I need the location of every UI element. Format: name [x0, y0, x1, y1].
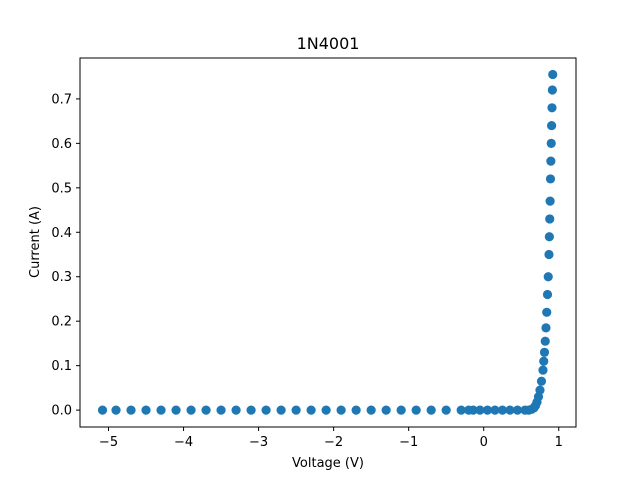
- data-point: [545, 196, 555, 206]
- data-point: [545, 174, 556, 184]
- data-point: [545, 214, 555, 224]
- data-point: [541, 323, 551, 333]
- data-point: [456, 405, 466, 415]
- data-point: [306, 405, 316, 415]
- data-point: [547, 85, 557, 95]
- data-point: [261, 405, 271, 415]
- data-point: [468, 405, 478, 415]
- data-point: [475, 405, 485, 415]
- x-axis-label: Voltage (V): [292, 456, 364, 471]
- data-point: [246, 405, 256, 415]
- x-tick-label: −5: [99, 435, 118, 450]
- y-tick-label: 0.7: [51, 92, 72, 107]
- data-point: [548, 69, 558, 80]
- y-tick-label: 0.0: [51, 404, 72, 419]
- y-tick-label: 0.4: [51, 226, 72, 241]
- x-axis-ticks: −5 −4 −3 −2 −1 0 1: [99, 427, 563, 450]
- data-point: [126, 405, 136, 415]
- data-point: [543, 272, 553, 282]
- y-tick-label: 0.6: [51, 137, 72, 152]
- data-point: [544, 232, 554, 242]
- data-point: [201, 405, 211, 415]
- data-point: [542, 289, 553, 300]
- data-point: [381, 405, 391, 415]
- data-point: [411, 405, 421, 415]
- data-point: [426, 405, 436, 415]
- data-point: [546, 138, 556, 148]
- data-point: [111, 405, 121, 415]
- data-point: [512, 405, 523, 415]
- data-point: [505, 405, 515, 415]
- chart-title: 1N4001: [297, 34, 360, 53]
- x-tick-label: 1: [555, 435, 563, 450]
- y-axis-ticks: 0.0 0.1 0.2 0.3 0.4 0.5 0.6 0.7: [51, 92, 80, 419]
- data-point: [547, 103, 557, 113]
- data-point: [482, 405, 493, 415]
- data-point: [497, 405, 508, 415]
- data-point: [544, 249, 554, 260]
- y-tick-label: 0.5: [51, 181, 72, 196]
- data-point: [536, 376, 547, 386]
- scatter-series: [97, 69, 558, 415]
- data-point: [546, 156, 556, 166]
- data-point: [490, 405, 500, 415]
- data-point: [540, 336, 550, 346]
- data-point: [396, 405, 406, 415]
- data-point: [276, 405, 286, 415]
- data-point: [291, 405, 301, 415]
- data-point: [539, 347, 550, 357]
- y-tick-label: 0.3: [51, 270, 72, 285]
- y-tick-label: 0.1: [51, 359, 72, 374]
- x-tick-label: −4: [174, 435, 193, 450]
- data-point: [171, 405, 181, 415]
- data-point: [231, 405, 241, 415]
- data-point: [186, 405, 196, 415]
- x-tick-label: −2: [324, 435, 343, 450]
- data-point: [156, 405, 166, 415]
- data-point: [539, 356, 549, 366]
- y-axis-label: Current (A): [28, 206, 43, 278]
- x-tick-label: 0: [480, 435, 488, 450]
- data-point: [441, 405, 451, 415]
- x-tick-label: −1: [399, 435, 418, 450]
- plot-frame: [79, 57, 577, 428]
- data-point: [547, 120, 557, 131]
- data-point: [351, 405, 361, 415]
- data-point: [336, 405, 346, 415]
- data-point: [535, 385, 545, 395]
- data-point: [141, 405, 151, 415]
- data-point: [366, 405, 376, 415]
- x-tick-label: −3: [249, 435, 268, 450]
- data-point: [97, 405, 108, 415]
- data-point: [216, 405, 226, 415]
- data-point: [542, 307, 552, 317]
- data-point: [538, 365, 548, 375]
- y-tick-label: 0.2: [51, 315, 72, 330]
- data-point: [321, 405, 331, 415]
